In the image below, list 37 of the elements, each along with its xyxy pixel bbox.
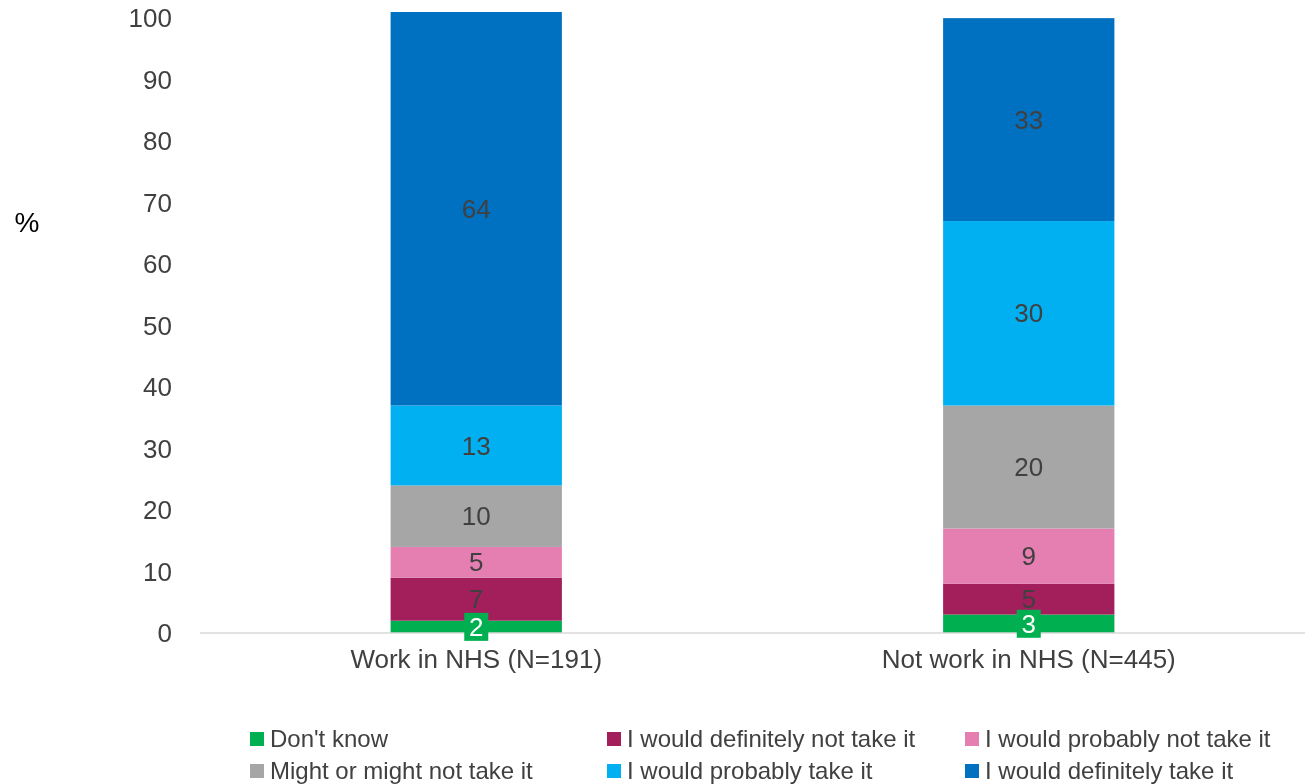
y-tick-label: 0 [157, 618, 172, 649]
bar [943, 528, 1115, 584]
legend-label: I would definitely not take it [627, 725, 916, 753]
bar [390, 12, 562, 406]
y-tick-label: 70 [143, 187, 172, 218]
bar [943, 405, 1115, 529]
bar [390, 546, 562, 578]
legend-label: Don't know [270, 725, 389, 753]
data-label: 64 [461, 193, 491, 224]
y-tick-label: 10 [143, 556, 172, 587]
data-label: 33 [1014, 104, 1044, 135]
legend-label: Might or might not take it [270, 757, 534, 784]
y-tick-label: 100 [128, 3, 172, 34]
data-label: 10 [461, 501, 491, 532]
y-tick-label: 20 [143, 495, 172, 526]
data-label: 20 [1014, 452, 1044, 483]
bar [390, 405, 562, 486]
y-axis-title: % [14, 206, 40, 238]
data-label: 9 [1021, 541, 1036, 572]
y-tick-label: 90 [143, 64, 172, 95]
data-label: 13 [461, 430, 491, 461]
bar [943, 18, 1115, 222]
x-tick-label: Work in NHS (N=191) [350, 644, 603, 674]
bar [943, 221, 1115, 406]
legend-label: I would probably take it [627, 757, 873, 784]
y-tick-label: 40 [143, 372, 172, 403]
legend-label: I would definitely take it [985, 757, 1234, 784]
data-label: 5 [469, 547, 484, 578]
bar [390, 485, 562, 547]
data-label: 30 [1014, 298, 1044, 329]
y-tick-label: 80 [143, 126, 172, 157]
y-tick-label: 60 [143, 249, 172, 280]
bar [943, 583, 1115, 615]
x-tick-label: Not work in NHS (N=445) [881, 644, 1176, 674]
y-tick-label: 30 [143, 433, 172, 464]
legend-label: I would probably not take it [985, 725, 1271, 753]
y-tick-label: 50 [143, 310, 172, 341]
